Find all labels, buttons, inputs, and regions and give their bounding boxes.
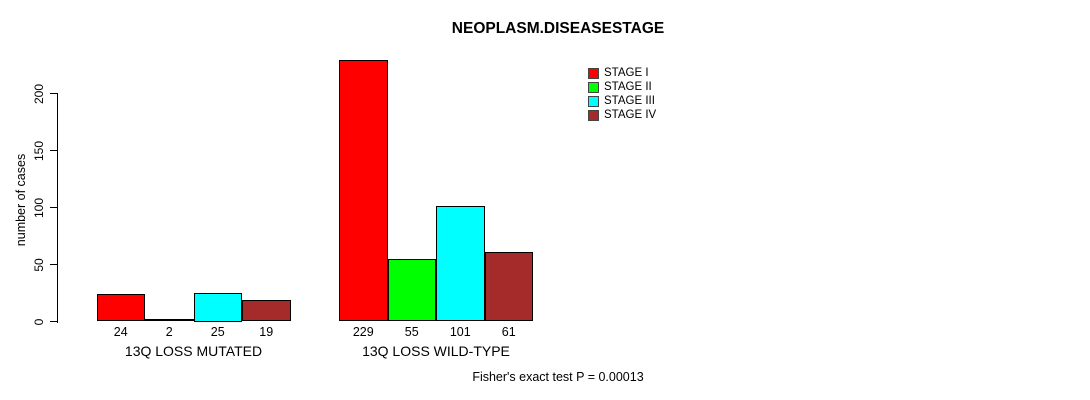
legend-label: STAGE IV <box>604 109 657 121</box>
bar-stage-iv-13q-loss-wild-type <box>484 251 533 322</box>
legend-item-stage-ii: STAGE II <box>588 80 656 94</box>
legend-item-stage-iii: STAGE III <box>588 94 656 108</box>
bar-value-label: 101 <box>449 325 471 339</box>
bar-stage-iii-13q-loss-mutated <box>193 293 242 322</box>
bar-value-label: 229 <box>352 325 374 339</box>
legend-label: STAGE I <box>604 67 649 79</box>
legend-swatch-icon <box>588 95 599 107</box>
legend-label: STAGE III <box>604 95 655 107</box>
y-axis-tick <box>50 149 58 152</box>
legend: STAGE I STAGE II STAGE III STAGE IV <box>588 66 656 122</box>
legend-item-stage-i: STAGE I <box>588 66 656 80</box>
bar-value-label: 61 <box>501 325 516 339</box>
bar-value-label: 24 <box>113 325 128 339</box>
legend-item-stage-iv: STAGE IV <box>588 108 656 122</box>
y-axis-tick <box>50 320 58 323</box>
chart-title: NEOPLASM.DISEASESTAGE <box>451 20 665 37</box>
bar-stage-iii-13q-loss-wild-type <box>436 206 485 322</box>
bar-stage-i-13q-loss-wild-type <box>339 60 388 322</box>
y-axis-tick-label: 0 <box>32 318 46 325</box>
bar-stage-i-13q-loss-mutated <box>96 294 145 322</box>
bar-value-label: 55 <box>404 325 419 339</box>
bar-value-label: 2 <box>165 325 173 339</box>
y-axis-tick <box>50 92 58 95</box>
bar-value-label: 25 <box>210 325 225 339</box>
fisher-test-annotation: Fisher's exact test P = 0.00013 <box>472 370 644 384</box>
y-axis-tick-label: 100 <box>32 197 46 218</box>
category-label-13q-loss-mutated: 13Q LOSS MUTATED <box>124 343 263 359</box>
bar-stage-ii-13q-loss-wild-type <box>387 258 436 322</box>
y-axis-label: number of cases <box>14 153 28 247</box>
category-label-13q-loss-wild-type: 13Q LOSS WILD-TYPE <box>362 343 510 359</box>
legend-swatch-icon <box>588 81 599 93</box>
bar-value-label: 19 <box>259 325 274 339</box>
bar-stage-ii-13q-loss-mutated <box>145 319 194 322</box>
y-axis-tick <box>50 206 58 209</box>
legend-label: STAGE II <box>604 81 652 93</box>
y-axis-tick-label: 200 <box>32 83 46 104</box>
legend-swatch-icon <box>588 109 599 121</box>
y-axis-tick-label: 150 <box>32 140 46 161</box>
legend-swatch-icon <box>588 67 599 79</box>
bar-stage-iv-13q-loss-mutated <box>242 299 291 322</box>
y-axis-tick <box>50 263 58 266</box>
y-axis-tick-label: 50 <box>32 257 46 272</box>
